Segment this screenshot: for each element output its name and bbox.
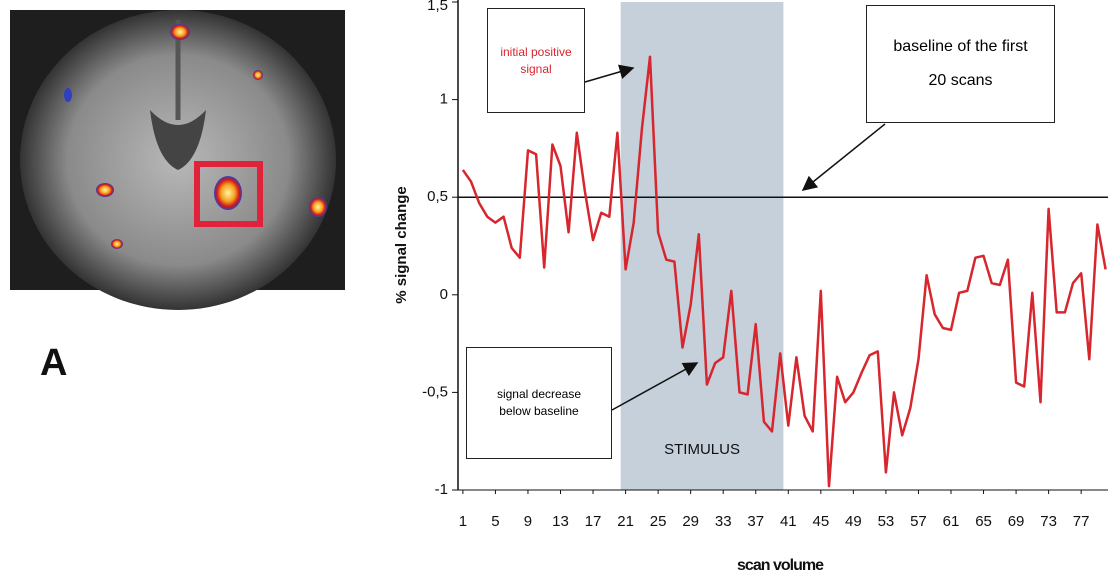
annotation-box: initial positive signal [487, 8, 585, 113]
y-tick-label: 0,5 [427, 188, 448, 205]
x-tick-label: 25 [650, 513, 667, 530]
y-tick-label: 1,5 [427, 0, 448, 14]
x-tick-label: 69 [1008, 513, 1025, 530]
x-tick-label: 65 [975, 513, 992, 530]
annotation-box: signal decrease below baseline [466, 347, 612, 459]
y-tick-label: -0,5 [422, 383, 448, 400]
x-tick-label: 73 [1040, 513, 1057, 530]
figure: A % signal change scan volume STIMULUS -1… [0, 0, 1108, 579]
y-tick-label: 1 [440, 91, 448, 108]
x-tick-label: 57 [910, 513, 927, 530]
y-tick-label: 0 [440, 286, 448, 303]
x-tick-label: 53 [878, 513, 895, 530]
x-tick-label: 33 [715, 513, 732, 530]
x-tick-label: 9 [524, 513, 532, 530]
panel-label: A [40, 342, 67, 384]
x-tick-label: 41 [780, 513, 797, 530]
stimulus-region [621, 2, 784, 490]
x-axis-label: scan volume [737, 557, 824, 574]
x-tick-label: 1 [459, 513, 467, 530]
y-axis-label: % signal change [393, 186, 410, 304]
x-tick-label: 29 [682, 513, 699, 530]
x-tick-label: 45 [812, 513, 829, 530]
x-tick-label: 13 [552, 513, 569, 530]
stimulus-label: STIMULUS [664, 441, 740, 458]
x-tick-label: 21 [617, 513, 634, 530]
annotation-box: baseline of the first 20 scans [866, 5, 1055, 123]
x-tick-label: 17 [585, 513, 602, 530]
y-tick-label: -1 [435, 481, 448, 498]
annotation-arrow [803, 124, 885, 190]
brain-image [10, 10, 345, 310]
x-tick-label: 49 [845, 513, 862, 530]
x-tick-label: 5 [491, 513, 499, 530]
x-tick-label: 77 [1073, 513, 1090, 530]
x-tick-label: 37 [747, 513, 764, 530]
x-tick-label: 61 [943, 513, 960, 530]
